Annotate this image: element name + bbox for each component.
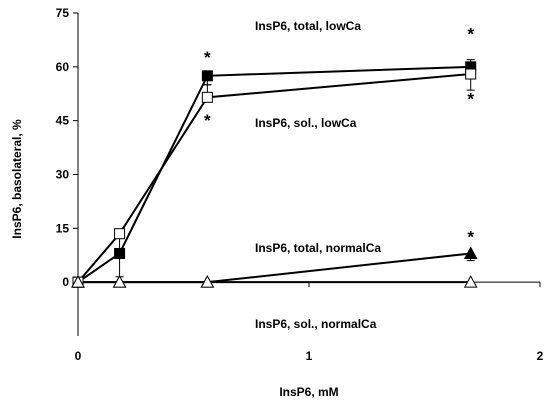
data-point [71,275,85,288]
data-point [465,68,477,80]
x-axis-title: InsP6, mM [279,385,338,399]
y-tick-label: 15 [56,221,70,235]
y-tick-label: 60 [56,60,70,74]
y-axis-title: InsP6, basolateral, % [10,119,24,239]
series-label-sol-lowca: InsP6, sol., lowCa [255,116,357,130]
series-label-sol-normalca: InsP6, sol., normalCa [255,317,377,331]
data-point [463,246,478,259]
data-point [114,228,126,240]
series-line [78,252,471,284]
y-tick-label: 30 [56,168,70,182]
significance-star: * [467,25,474,44]
significance-star: * [204,48,211,67]
y-tick-label: 0 [62,275,69,289]
data-point [463,275,478,288]
series-line [77,73,471,283]
significance-star: * [467,89,474,108]
series-label-total-lowca: InsP6, total, lowCa [255,19,361,33]
significance-markers: * * * * * [204,25,474,247]
data-point [201,70,213,82]
series-lines [77,65,471,284]
data-point [114,247,126,259]
y-tick-label: 45 [56,114,70,128]
x-tick-label: 2 [537,349,544,363]
series-label-total-normalca: InsP6, total, normalCa [255,241,381,255]
data-point [200,275,215,288]
x-tick-label: 0 [75,349,82,363]
y-tick-label: 75 [56,6,70,20]
x-tick-label: 1 [306,349,313,363]
data-point [201,91,213,103]
significance-star: * [204,111,211,130]
significance-star: * [467,227,474,246]
data-markers [71,61,478,288]
data-point [112,275,127,288]
